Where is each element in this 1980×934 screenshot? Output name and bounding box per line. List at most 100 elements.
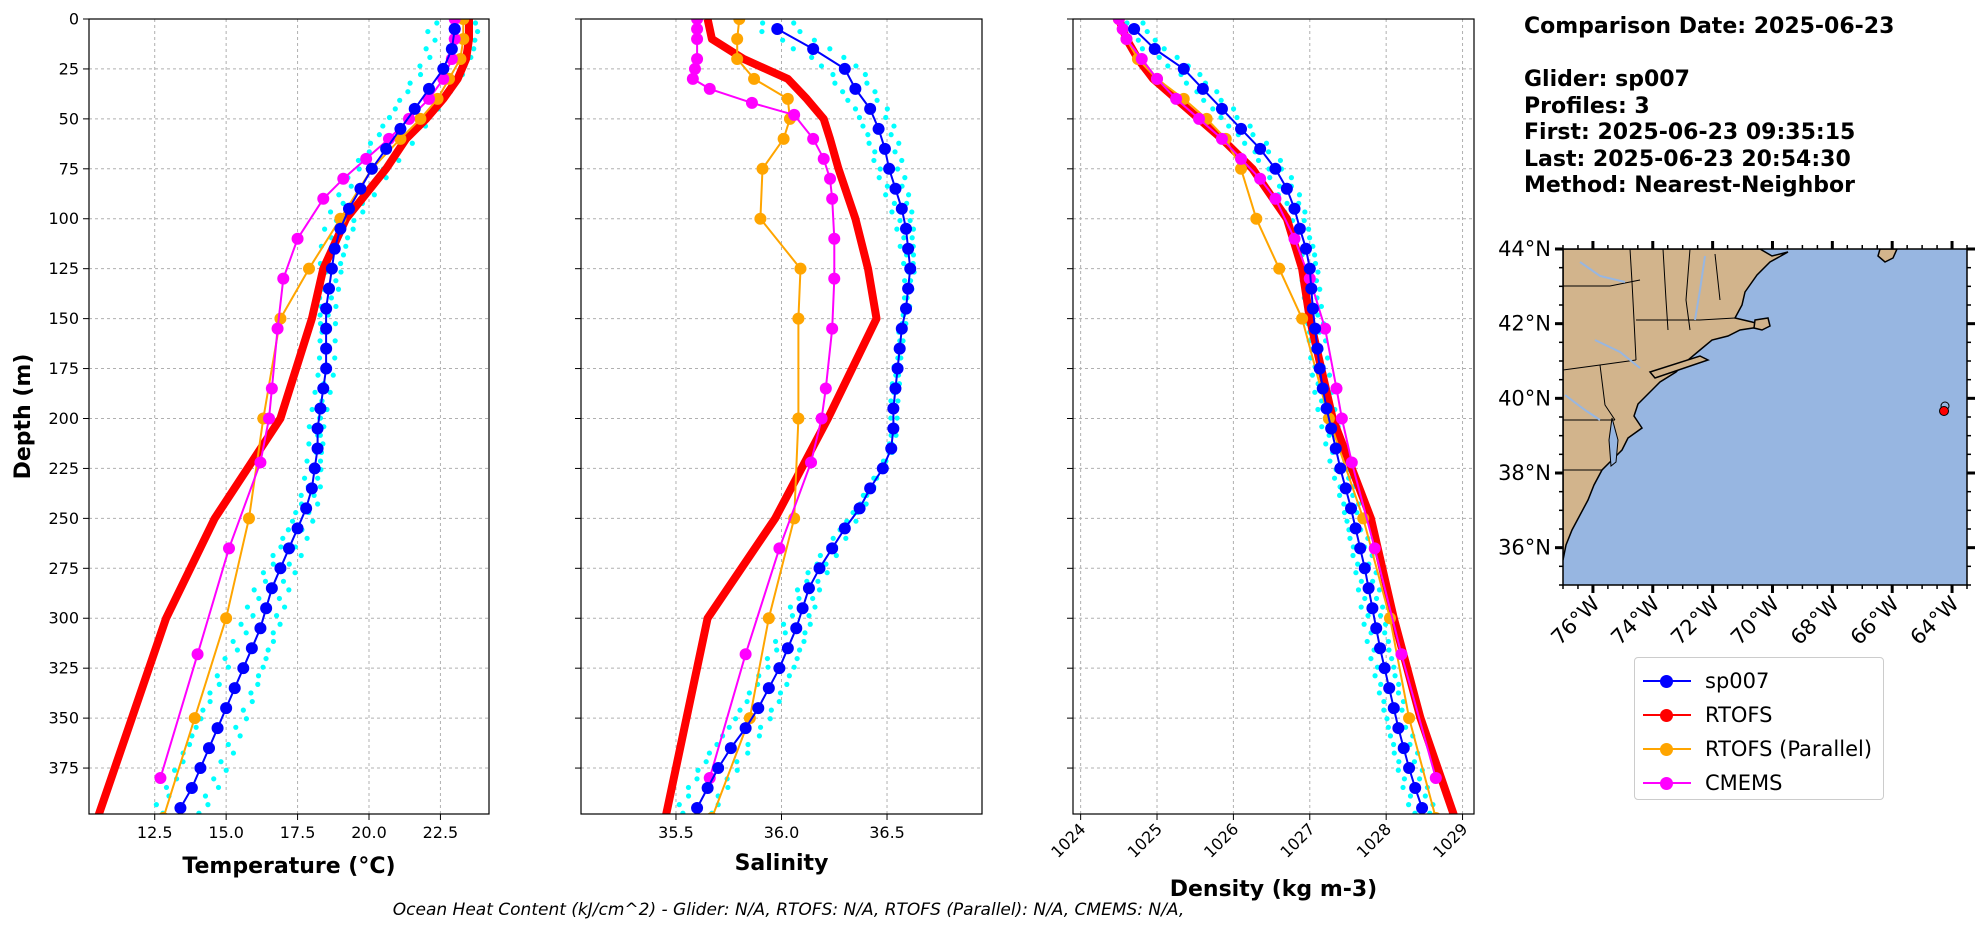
- glider-raw-point: [1341, 501, 1347, 507]
- glider-raw-point: [360, 209, 366, 215]
- glider-raw-point: [225, 664, 232, 670]
- glider-raw-point: [333, 303, 339, 310]
- glider-raw-point: [845, 97, 851, 103]
- map-lon-label: 74°W: [1606, 591, 1664, 649]
- series-point: [317, 382, 330, 395]
- glider-raw-point: [1355, 561, 1361, 567]
- glider-raw-point: [1265, 149, 1272, 155]
- series-point: [895, 322, 908, 335]
- glider-raw-point: [207, 690, 213, 696]
- x-tick-label: 12.5: [137, 823, 173, 842]
- series-point: [748, 72, 761, 85]
- glider-raw-point: [344, 235, 351, 241]
- series-point: [1329, 442, 1342, 455]
- glider-raw-point: [789, 613, 796, 619]
- series-point: [308, 462, 321, 475]
- series-point: [291, 232, 304, 245]
- series-point: [796, 602, 809, 615]
- series-point: [889, 182, 902, 195]
- series-point: [1334, 462, 1347, 475]
- glider-raw-point: [338, 269, 344, 275]
- y-tick-label: 325: [48, 659, 79, 678]
- glider-raw-point: [1368, 655, 1374, 662]
- glider-raw-point: [397, 97, 403, 103]
- legend: sp007 RTOFS RTOFS (Parallel) CMEMS: [1634, 657, 1884, 800]
- glider-raw-point: [1336, 492, 1343, 499]
- x-tick-label: 1029: [1429, 819, 1471, 861]
- glider-raw-point: [310, 518, 316, 524]
- glider-raw-point: [1144, 28, 1150, 35]
- series-sp007: [174, 22, 461, 814]
- series-point: [1254, 172, 1267, 185]
- glider-raw-point: [746, 690, 752, 696]
- legend-item-rtofs-parallel: RTOFS (Parallel): [1643, 732, 1883, 766]
- glider-raw-point: [865, 132, 871, 138]
- series-point: [1250, 212, 1263, 225]
- glider-raw-point: [328, 295, 335, 301]
- series-point: [311, 442, 324, 455]
- glider-raw-point: [196, 810, 202, 814]
- series-point: [1196, 82, 1209, 95]
- glider-raw-point: [1385, 724, 1391, 730]
- glider-raw-point: [396, 157, 402, 164]
- glider-raw-point: [888, 398, 894, 404]
- map-long-island: [1648, 355, 1710, 379]
- glider-raw-point: [336, 192, 342, 198]
- glider-raw-point: [1140, 20, 1146, 26]
- y-tick-label: 150: [48, 309, 79, 328]
- series-point: [1120, 32, 1133, 45]
- series-point: [305, 482, 318, 495]
- series-rtofs: [94, 19, 473, 814]
- glider-raw-point: [756, 733, 762, 739]
- glider-raw-point: [1390, 741, 1397, 748]
- series-point: [1397, 742, 1410, 755]
- series-point: [1392, 722, 1405, 735]
- x-tick-label: 1028: [1353, 819, 1395, 861]
- grid: [1073, 18, 1474, 814]
- series-point: [889, 382, 902, 395]
- series-point: [1311, 342, 1324, 355]
- series-point: [323, 282, 335, 295]
- legend-label-rtofs-parallel: RTOFS (Parallel): [1705, 737, 1873, 761]
- series-point: [437, 62, 450, 75]
- series-point: [739, 648, 752, 661]
- series-point: [1151, 72, 1164, 85]
- series-point: [343, 202, 355, 215]
- glider-raw-point: [327, 389, 333, 395]
- map-lon-label: 72°W: [1666, 591, 1724, 649]
- series-point: [291, 522, 304, 535]
- series-point: [1403, 712, 1416, 725]
- glider-raw-point: [270, 638, 277, 645]
- series-rtofs-parallel-: [158, 19, 470, 814]
- glider-raw-point: [207, 698, 213, 705]
- glider-raw-point: [335, 286, 342, 292]
- series-point: [220, 702, 233, 715]
- glider-raw-point: [907, 217, 913, 224]
- glider-raw-point: [1379, 604, 1386, 610]
- legend-item-cmems: CMEMS: [1643, 766, 1883, 800]
- glider-raw-point: [281, 604, 288, 610]
- glider-raw-point: [745, 750, 751, 756]
- glider-raw-point: [306, 424, 312, 430]
- glider-raw-point: [367, 140, 374, 146]
- glider-raw-point: [802, 630, 808, 636]
- glider-raw-point: [812, 604, 818, 610]
- legend-label-rtofs: RTOFS: [1705, 703, 1773, 727]
- glider-raw-point: [1267, 175, 1273, 181]
- glider-raw-point: [695, 767, 701, 773]
- glider-raw-point: [891, 123, 897, 129]
- glider-raw-point: [216, 681, 222, 687]
- series-point: [781, 642, 794, 655]
- glider-raw-point: [317, 458, 324, 464]
- glider-raw-point: [776, 698, 782, 705]
- series-line: [712, 19, 802, 814]
- series-point: [691, 19, 704, 25]
- glider-raw-point: [797, 28, 803, 35]
- legend-swatch-glider: [1643, 671, 1691, 691]
- glider-raw-point: [806, 613, 812, 619]
- series-point: [394, 132, 407, 145]
- series-point: [731, 32, 744, 45]
- glider-raw-point: [425, 28, 431, 35]
- series-point: [445, 42, 458, 55]
- glider-raw-point: [782, 630, 788, 636]
